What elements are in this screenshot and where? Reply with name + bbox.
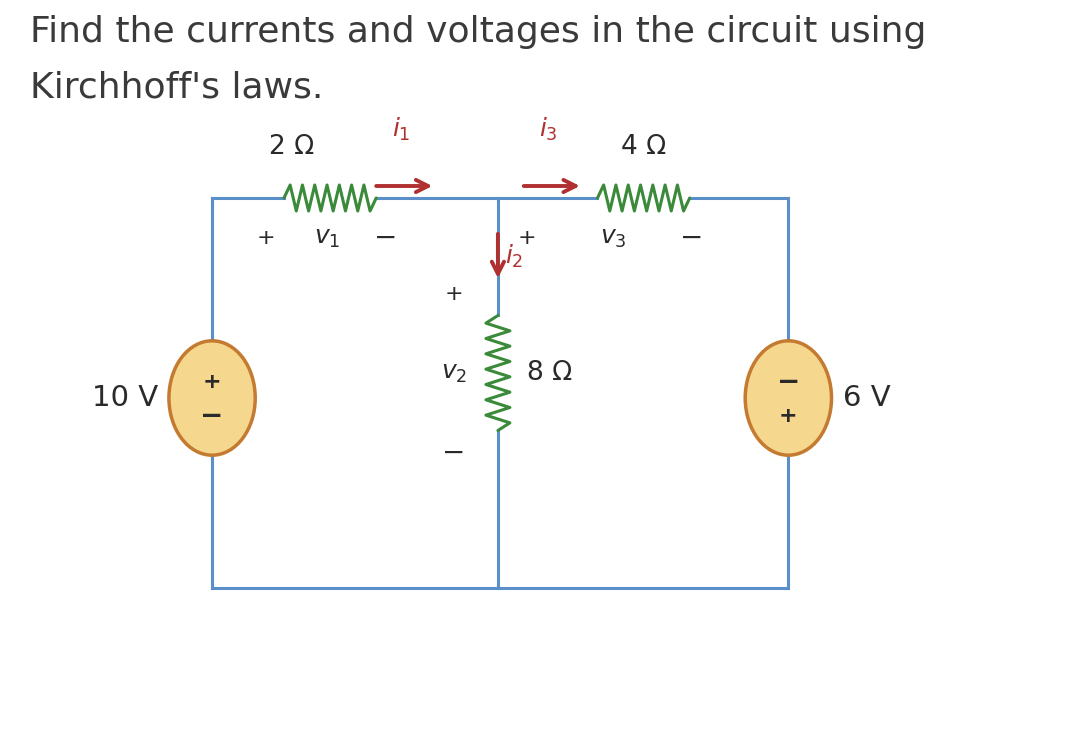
Text: $v_1$: $v_1$ [314, 226, 340, 250]
Text: $v_2$: $v_2$ [441, 361, 467, 385]
Ellipse shape [168, 341, 255, 455]
Ellipse shape [745, 341, 832, 455]
Text: Find the currents and voltages in the circuit using: Find the currents and voltages in the ci… [29, 15, 926, 49]
Text: $i_2$: $i_2$ [505, 242, 524, 270]
Text: −: − [374, 224, 397, 252]
Text: +: + [444, 284, 463, 303]
Text: −: − [680, 224, 703, 252]
Text: $i_3$: $i_3$ [539, 116, 558, 143]
Text: Kirchhoff's laws.: Kirchhoff's laws. [29, 71, 323, 105]
Text: 2 Ω: 2 Ω [269, 134, 314, 160]
Text: 4 Ω: 4 Ω [621, 134, 666, 160]
Text: +: + [518, 228, 537, 248]
Text: +: + [256, 228, 275, 248]
Text: −: − [777, 368, 800, 396]
Text: +: + [203, 372, 221, 392]
Text: $v_3$: $v_3$ [599, 226, 626, 250]
Text: +: + [779, 406, 798, 426]
Text: 6 V: 6 V [842, 384, 890, 412]
Text: 10 V: 10 V [92, 384, 158, 412]
Text: −: − [201, 402, 224, 430]
Text: −: − [442, 438, 465, 467]
Text: 8 Ω: 8 Ω [527, 360, 572, 386]
Text: $i_1$: $i_1$ [392, 116, 410, 143]
